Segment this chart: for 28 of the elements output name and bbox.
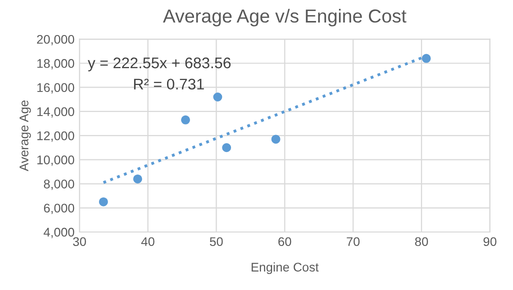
x-axis-title: Engine Cost — [252, 262, 319, 274]
x-tick-label: 60 — [278, 237, 292, 246]
point — [213, 92, 222, 102]
x-tick-label: 50 — [210, 237, 223, 246]
y-tick-label: 8,000 — [44, 180, 74, 190]
y-axis-title: Average Age — [20, 100, 31, 172]
point — [133, 174, 142, 184]
y-tick-label: 10,000 — [37, 155, 74, 166]
x-tick-label: 40 — [141, 237, 154, 246]
x-tick-label: 30 — [73, 237, 86, 246]
x-tick-label: 80 — [415, 237, 428, 246]
point — [181, 115, 190, 124]
y-tick-label: 14,000 — [37, 107, 74, 118]
point — [222, 143, 232, 152]
y-tick-label: 6,000 — [44, 204, 74, 214]
annotation: R² = 0.731 — [134, 78, 204, 90]
point — [422, 54, 431, 63]
chart-title: Average Age v/s Engine Cost — [162, 8, 406, 26]
x-tick-label: 90 — [484, 237, 496, 246]
y-tick-label: 16,000 — [37, 83, 74, 94]
y-tick-label: 20,000 — [37, 34, 74, 46]
annotation: y = 222.55x + 683.56 — [88, 58, 231, 72]
y-tick-label: 12,000 — [37, 131, 74, 142]
y-tick-label: 4,000 — [44, 228, 74, 238]
point — [98, 197, 108, 206]
y-tick-label: 18,000 — [37, 59, 74, 70]
x-tick-label: 70 — [346, 237, 360, 246]
point — [271, 134, 280, 144]
